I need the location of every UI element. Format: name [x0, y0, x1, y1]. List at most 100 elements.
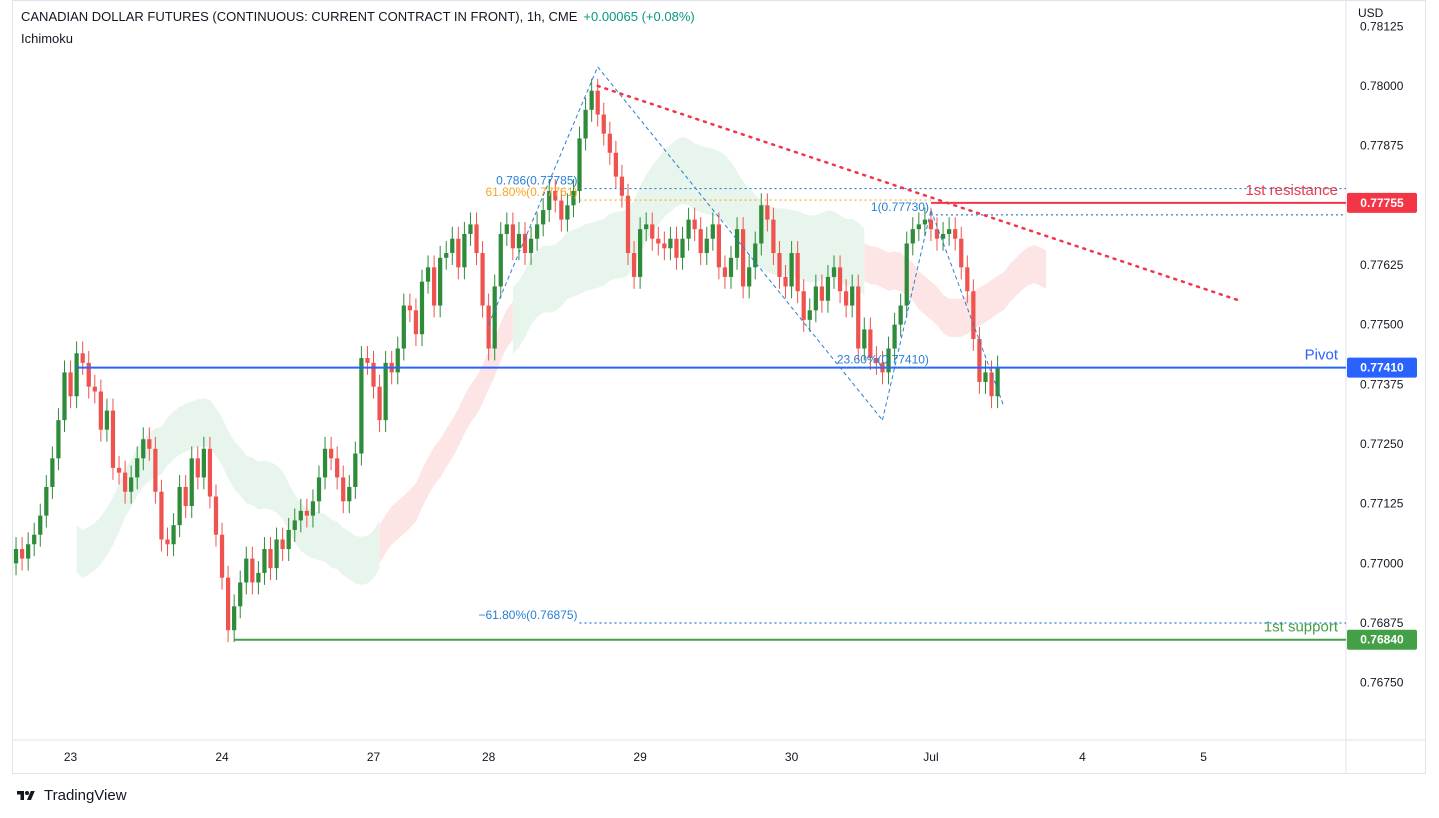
candle: [807, 310, 812, 320]
indicator-label[interactable]: Ichimoku: [21, 31, 74, 46]
time-tick-label: Jul: [923, 750, 938, 764]
price-tick-label: 0.78000: [1360, 79, 1404, 93]
candle: [559, 200, 564, 220]
ichimoku-cloud-bull: [76, 398, 380, 585]
candle: [940, 233, 946, 239]
candle: [892, 324, 897, 349]
candle: [292, 520, 297, 530]
candle: [147, 439, 152, 449]
candle: [316, 477, 322, 502]
candle: [450, 238, 455, 254]
candle: [50, 458, 55, 487]
price-tick-label: 0.77125: [1360, 497, 1404, 511]
chart-title-bar: CANADIAN DOLLAR FUTURES (CONTINUOUS: CUR…: [21, 9, 695, 24]
candle: [468, 224, 473, 234]
candle: [771, 219, 776, 254]
candle: [916, 224, 921, 230]
candle: [129, 477, 134, 492]
candle: [734, 229, 740, 258]
candle: [201, 448, 206, 478]
candle: [898, 305, 903, 325]
candle: [759, 205, 764, 244]
level-label: Pivot: [1305, 347, 1339, 364]
candle: [959, 238, 964, 268]
candle: [886, 348, 891, 373]
fib-level-label: 1(0.77730): [871, 200, 929, 214]
price-tick-label: 0.78125: [1360, 19, 1404, 33]
candle: [922, 219, 928, 225]
price-badge: [1347, 629, 1417, 650]
candle: [353, 453, 358, 487]
candle: [547, 190, 552, 211]
candle: [510, 224, 515, 249]
level-label: 1st resistance: [1245, 182, 1338, 199]
candle: [492, 286, 497, 349]
candle: [777, 253, 782, 277]
candle: [438, 257, 443, 306]
candle: [650, 224, 655, 239]
candle: [213, 496, 219, 535]
candle: [359, 358, 364, 454]
ichimoku-cloud-bull: [512, 136, 865, 354]
candle: [62, 372, 67, 421]
candle: [419, 281, 425, 335]
candle: [595, 90, 600, 115]
candle: [668, 238, 673, 249]
fib-level-label: 61.80%(0.77761): [485, 185, 577, 199]
pattern-leg: [881, 209, 932, 421]
currency-label: USD: [1358, 6, 1384, 20]
candle: [38, 515, 43, 535]
candle: [456, 238, 461, 268]
candle: [601, 114, 606, 134]
price-badge-label: 0.77410: [1360, 361, 1404, 375]
price-badge: [1347, 357, 1417, 378]
candle: [783, 276, 788, 287]
candle: [444, 253, 449, 258]
candle: [928, 219, 934, 230]
candle: [528, 238, 534, 254]
candle: [153, 448, 158, 492]
candle: [844, 291, 849, 306]
candle: [740, 229, 746, 287]
candle: [110, 410, 116, 468]
candle: [395, 348, 400, 373]
candle: [583, 109, 588, 139]
candle: [377, 386, 382, 421]
candle: [541, 210, 546, 225]
candle: [86, 362, 91, 387]
tradingview-logo[interactable]: TradingView: [14, 787, 127, 804]
candle: [989, 372, 994, 397]
time-tick-label: 30: [785, 750, 799, 764]
price-change: +0.00065 (+0.08%): [583, 9, 695, 24]
candle: [171, 525, 176, 545]
candle: [238, 582, 243, 607]
time-tick-label: 29: [633, 750, 647, 764]
candle: [698, 229, 703, 254]
candle: [335, 458, 340, 478]
candle: [577, 138, 582, 191]
candle: [189, 458, 194, 507]
candle: [904, 243, 909, 306]
ichimoku-cloud-bear: [864, 243, 1047, 338]
symbol-title[interactable]: CANADIAN DOLLAR FUTURES (CONTINUOUS: CUR…: [21, 9, 578, 24]
candle: [747, 267, 752, 287]
candle: [401, 305, 406, 349]
candle: [831, 267, 837, 277]
candle: [322, 448, 328, 478]
candle: [789, 253, 794, 287]
candle: [274, 539, 279, 569]
candle: [692, 219, 697, 230]
candle: [837, 267, 843, 292]
brand-name: TradingView: [44, 787, 127, 804]
candle: [19, 549, 25, 559]
candle: [371, 362, 376, 387]
fib-level-label: −61.80%(0.76875): [478, 608, 577, 622]
candle: [207, 448, 213, 497]
candle: [644, 224, 649, 230]
candle: [104, 410, 110, 430]
price-tick-label: 0.76875: [1360, 616, 1404, 630]
candle: [765, 205, 770, 220]
trendline: [596, 84, 1242, 303]
price-tick-label: 0.77500: [1360, 318, 1404, 332]
